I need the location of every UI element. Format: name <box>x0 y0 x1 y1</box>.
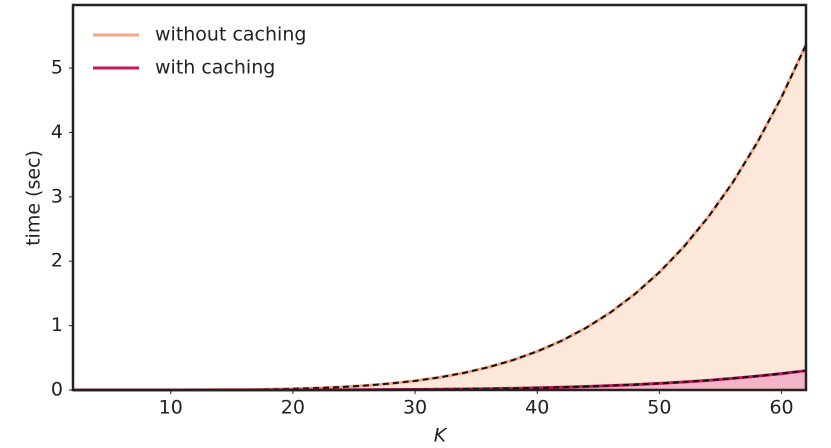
x-tick-label: 50 <box>647 397 671 419</box>
y-tick-label: 3 <box>51 185 63 207</box>
legend-label: without caching <box>155 24 306 46</box>
y-tick-label: 5 <box>51 57 63 79</box>
frame <box>71 3 808 392</box>
y-axis-label: time (sec) <box>23 150 45 246</box>
y-tick-label: 4 <box>51 121 63 143</box>
x-tick-label: 60 <box>769 397 793 419</box>
y-tick-label: 2 <box>51 250 63 272</box>
y-tick-label: 1 <box>51 314 63 336</box>
x-axis-label: K <box>434 425 448 447</box>
x-tick-label: 30 <box>403 397 427 419</box>
legend-label: with caching <box>155 57 275 79</box>
area <box>73 44 806 391</box>
x-tick-label: 20 <box>281 397 305 419</box>
y-tick-label: 0 <box>51 379 63 401</box>
x-tick-label: 40 <box>525 397 549 419</box>
x-tick-label: 10 <box>159 397 183 419</box>
